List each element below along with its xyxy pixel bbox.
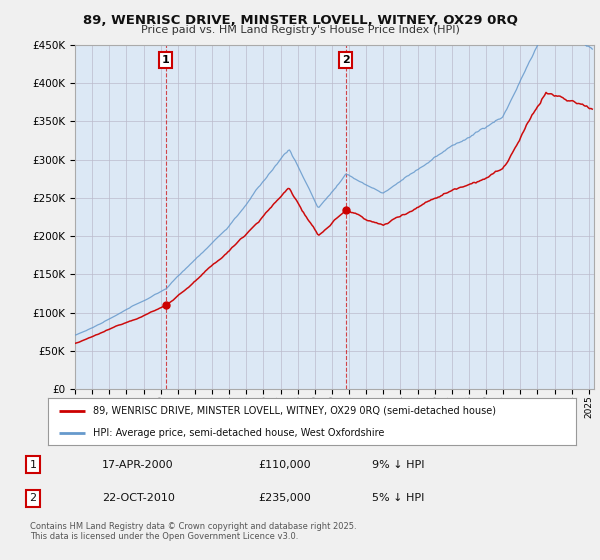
Text: 17-APR-2000: 17-APR-2000: [102, 460, 173, 470]
Text: £235,000: £235,000: [258, 493, 311, 503]
Text: 9% ↓ HPI: 9% ↓ HPI: [372, 460, 425, 470]
Text: Price paid vs. HM Land Registry's House Price Index (HPI): Price paid vs. HM Land Registry's House …: [140, 25, 460, 35]
Text: 89, WENRISC DRIVE, MINSTER LOVELL, WITNEY, OX29 0RQ (semi-detached house): 89, WENRISC DRIVE, MINSTER LOVELL, WITNE…: [93, 406, 496, 416]
Text: 5% ↓ HPI: 5% ↓ HPI: [372, 493, 424, 503]
Text: 1: 1: [162, 55, 170, 65]
Text: 22-OCT-2010: 22-OCT-2010: [102, 493, 175, 503]
Text: HPI: Average price, semi-detached house, West Oxfordshire: HPI: Average price, semi-detached house,…: [93, 428, 384, 438]
Text: 2: 2: [342, 55, 350, 65]
Text: 2: 2: [29, 493, 37, 503]
Text: 1: 1: [29, 460, 37, 470]
Text: Contains HM Land Registry data © Crown copyright and database right 2025.
This d: Contains HM Land Registry data © Crown c…: [30, 522, 356, 542]
Text: £110,000: £110,000: [258, 460, 311, 470]
Text: 89, WENRISC DRIVE, MINSTER LOVELL, WITNEY, OX29 0RQ: 89, WENRISC DRIVE, MINSTER LOVELL, WITNE…: [83, 14, 517, 27]
